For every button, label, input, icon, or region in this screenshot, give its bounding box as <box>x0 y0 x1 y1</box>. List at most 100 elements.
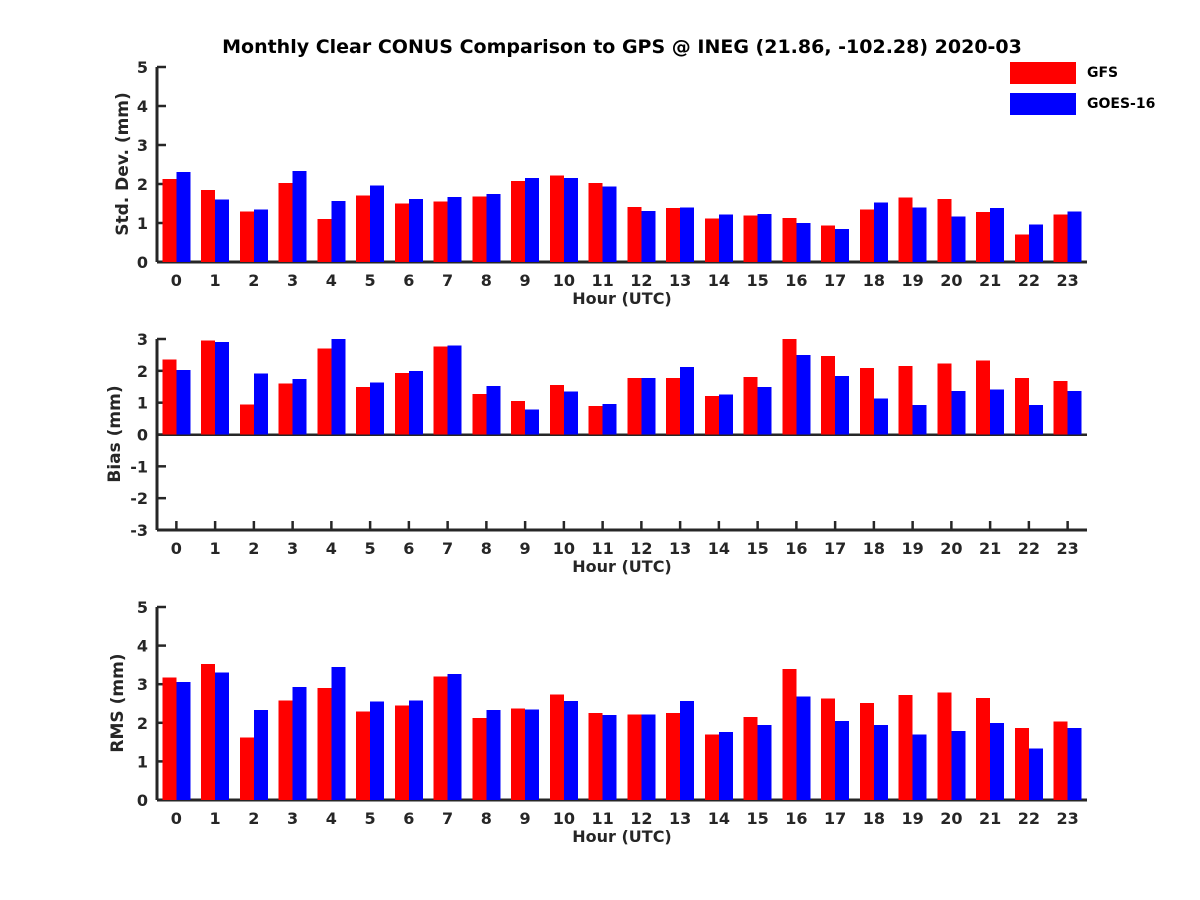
bar-goes16-hour-2 <box>253 373 268 435</box>
bar-goes16-hour-13 <box>680 700 695 800</box>
x-tick-label: 20 <box>940 271 962 290</box>
bar-goes16-hour-22 <box>1028 748 1043 800</box>
bar-gfs-hour-19 <box>898 366 913 435</box>
bar-gfs-hour-10 <box>549 384 564 435</box>
bar-gfs-hour-0 <box>162 677 177 800</box>
bar-gfs-hour-2 <box>239 737 254 800</box>
x-tick-label: 14 <box>708 809 730 828</box>
x-tick-label: 5 <box>365 809 376 828</box>
y-tick-label: 1 <box>137 394 148 413</box>
bar-goes16-hour-19 <box>912 405 927 435</box>
x-tick-label: 8 <box>481 539 492 558</box>
bar-goes16-hour-12 <box>641 210 656 262</box>
bar-goes16-hour-6 <box>408 198 423 262</box>
bar-gfs-hour-14 <box>704 218 719 262</box>
y-tick-label: 1 <box>137 214 148 233</box>
bar-goes16-hour-14 <box>718 394 733 435</box>
x-tick-label: 18 <box>863 539 885 558</box>
y-tick-label: -2 <box>130 489 148 508</box>
bar-gfs-hour-0 <box>162 359 177 435</box>
x-tick-label: 17 <box>824 539 846 558</box>
x-tick-label: 22 <box>1018 539 1040 558</box>
bar-gfs-hour-23 <box>1053 721 1068 800</box>
x-tick-label: 13 <box>669 539 691 558</box>
bar-goes16-hour-10 <box>563 700 578 800</box>
bar-gfs-hour-6 <box>394 203 409 262</box>
ylabel-bias: Bias (mm) <box>105 385 125 483</box>
x-tick-label: 19 <box>901 271 923 290</box>
x-tick-label: 6 <box>403 271 414 290</box>
x-tick-label: 23 <box>1056 539 1078 558</box>
bar-gfs-hour-1 <box>201 340 216 435</box>
x-tick-label: 7 <box>442 271 453 290</box>
x-tick-label: 1 <box>210 809 221 828</box>
xlabel-rms: Hour (UTC) <box>572 827 672 846</box>
bar-gfs-hour-20 <box>937 363 952 435</box>
subplot-2: 0 1 2 3 4 5 6 7 8 9 10 11 12 13 14 15 16 17 18 19 20 21 22 2301… <box>137 598 1087 828</box>
bar-gfs-hour-3 <box>278 383 293 435</box>
bar-goes16-hour-13 <box>680 207 695 262</box>
x-tick-label: 17 <box>824 271 846 290</box>
bar-goes16-hour-22 <box>1028 224 1043 262</box>
bar-gfs-hour-17 <box>821 356 836 435</box>
bar-goes16-hour-19 <box>912 734 927 800</box>
bar-goes16-hour-4 <box>331 339 346 435</box>
bar-goes16-hour-21 <box>990 208 1005 262</box>
subplot-1: 0 1 2 3 4 5 6 7 8 9 10 11 12 13 14 15 16 17 18 19 20 21 22 23-3… <box>130 330 1087 558</box>
x-tick-label: 9 <box>520 271 531 290</box>
bar-gfs-hour-5 <box>356 386 371 435</box>
subplot-0: 0 1 2 3 4 5 6 7 8 9 10 11 12 13 14 15 16 17 18 19 20 21 22 2301… <box>137 58 1087 290</box>
bar-goes16-hour-0 <box>176 171 191 262</box>
x-tick-label: 2 <box>248 539 259 558</box>
bar-goes16-hour-3 <box>292 171 307 262</box>
bar-gfs-hour-15 <box>743 215 758 262</box>
bar-goes16-hour-5 <box>370 701 385 800</box>
bar-gfs-hour-21 <box>976 698 991 800</box>
bar-goes16-hour-17 <box>835 375 850 435</box>
bar-gfs-hour-10 <box>549 175 564 262</box>
bar-goes16-hour-9 <box>525 177 540 262</box>
x-tick-label: 2 <box>248 809 259 828</box>
bar-gfs-hour-23 <box>1053 214 1068 262</box>
x-tick-label: 17 <box>824 809 846 828</box>
bar-gfs-hour-11 <box>588 182 603 262</box>
bar-gfs-hour-21 <box>976 360 991 435</box>
bar-gfs-hour-8 <box>472 196 487 262</box>
bar-gfs-hour-2 <box>239 211 254 262</box>
bar-goes16-hour-21 <box>990 722 1005 800</box>
legend-item-gfs: GFS <box>1010 62 1155 84</box>
x-tick-label: 3 <box>287 809 298 828</box>
bar-goes16-hour-7 <box>447 196 462 262</box>
bar-gfs-hour-1 <box>201 664 216 800</box>
bar-gfs-hour-12 <box>627 714 642 800</box>
x-tick-label: 20 <box>940 809 962 828</box>
bar-goes16-hour-11 <box>602 186 617 262</box>
bar-gfs-hour-11 <box>588 405 603 435</box>
x-tick-label: 1 <box>210 271 221 290</box>
bar-goes16-hour-1 <box>215 199 230 262</box>
bar-goes16-hour-9 <box>525 709 540 800</box>
x-tick-label: 22 <box>1018 271 1040 290</box>
bar-goes16-hour-8 <box>486 710 501 800</box>
chart-title: Monthly Clear CONUS Comparison to GPS @ … <box>222 36 1022 58</box>
x-tick-label: 4 <box>326 539 337 558</box>
legend-item-goes16: GOES-16 <box>1010 93 1155 115</box>
bar-goes16-hour-6 <box>408 370 423 435</box>
x-tick-label: 12 <box>630 539 652 558</box>
y-tick-label: 3 <box>137 675 148 694</box>
bar-gfs-hour-5 <box>356 195 371 262</box>
bar-gfs-hour-20 <box>937 198 952 262</box>
bar-gfs-hour-8 <box>472 393 487 435</box>
bar-goes16-hour-7 <box>447 674 462 800</box>
x-tick-label: 15 <box>746 539 768 558</box>
x-tick-label: 11 <box>591 809 613 828</box>
bar-gfs-hour-12 <box>627 207 642 262</box>
legend-swatch-goes16 <box>1010 93 1076 115</box>
bar-gfs-hour-19 <box>898 695 913 800</box>
x-tick-label: 11 <box>591 271 613 290</box>
x-tick-label: 18 <box>863 271 885 290</box>
bar-goes16-hour-19 <box>912 207 927 262</box>
bar-gfs-hour-22 <box>1014 728 1029 800</box>
x-tick-label: 23 <box>1056 271 1078 290</box>
